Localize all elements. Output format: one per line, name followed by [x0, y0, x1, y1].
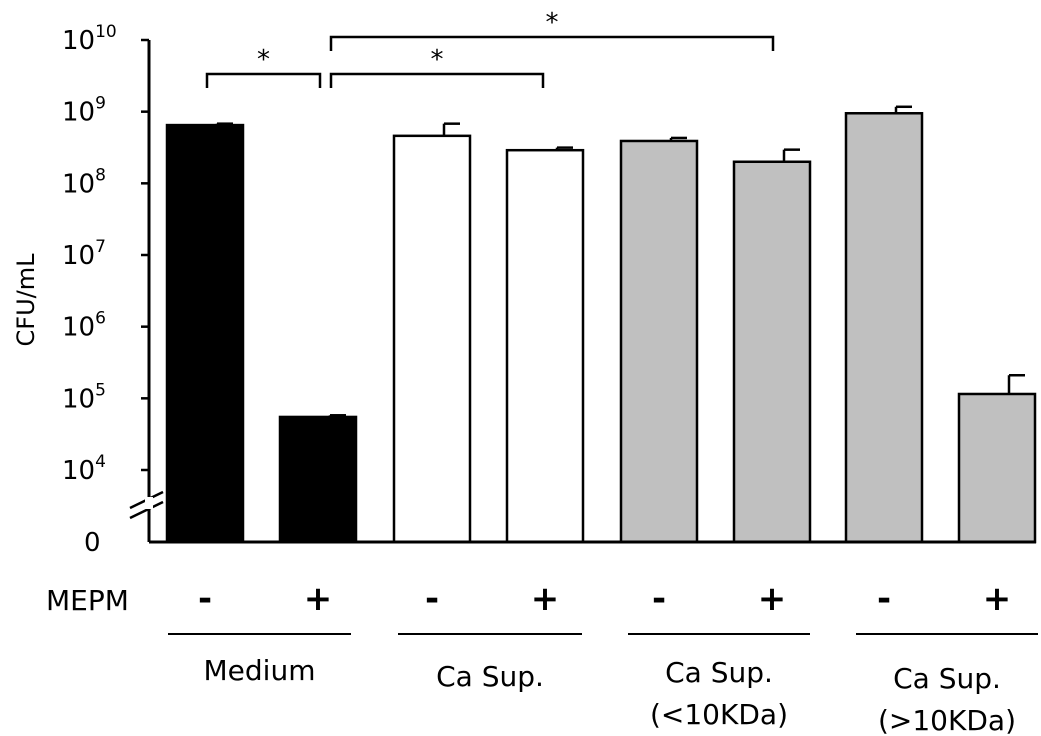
mepm-sign-5: -	[652, 579, 666, 619]
mepm-sign-7: -	[877, 579, 891, 619]
axes-layer	[129, 40, 1036, 544]
significance-bracket-1	[205, 72, 322, 88]
significance-label-1: *	[257, 45, 270, 75]
error-bars-layer	[215, 105, 1025, 417]
y-tick-label-7: 1010	[62, 22, 117, 56]
mepm-sign-6: +	[758, 579, 787, 619]
significance-bracket-3	[329, 35, 775, 51]
mepm-sign-8: +	[983, 579, 1012, 619]
group-label-3: Ca Sup.	[665, 656, 773, 689]
group-sublabel-4: (>10KDa)	[878, 704, 1016, 736]
y-tick-label-3: 106	[62, 309, 106, 343]
significance-label-2: *	[431, 45, 444, 75]
y-tick-label-2: 105	[62, 380, 106, 414]
bar-6	[732, 160, 812, 544]
mepm-sign-4: +	[531, 579, 560, 619]
y-tick-label-0: 0	[84, 528, 101, 558]
mepm-row-label: MEPM	[46, 584, 129, 617]
significance-label-3: *	[546, 8, 559, 38]
mepm-signs-layer: - + - + - + - +	[198, 579, 1011, 619]
axis-break-gap	[145, 497, 153, 509]
y-axis-label: CFU/mL	[12, 253, 40, 347]
significance-layer: * * *	[205, 8, 775, 88]
group-label-2: Ca Sup.	[436, 660, 544, 693]
axis-break-mark-2	[129, 500, 164, 520]
bar-8	[957, 392, 1037, 544]
bars-layer	[165, 112, 1037, 544]
group-labels-layer: Medium Ca Sup. Ca Sup. (<10KDa) Ca Sup. (>10K…	[168, 633, 1038, 736]
bar-5	[619, 139, 699, 544]
y-tick-label-1: 104	[62, 452, 106, 486]
group-label-1: Medium	[204, 654, 316, 687]
bar-2	[278, 415, 358, 544]
group-sublabel-3: (<10KDa)	[650, 698, 788, 731]
group-label-4: Ca Sup.	[893, 662, 1001, 695]
y-ticks-layer: 0 104 105 106 107 108 109 1010	[62, 22, 149, 558]
mepm-sign-2: +	[304, 579, 333, 619]
y-tick-label-6: 109	[62, 94, 106, 128]
mepm-sign-3: -	[425, 579, 439, 619]
bar-1	[165, 123, 245, 544]
bar-3	[392, 134, 472, 544]
bar-4	[505, 148, 585, 544]
y-tick-label-4: 107	[62, 237, 106, 271]
mepm-sign-1: -	[198, 579, 212, 619]
significance-bracket-2	[329, 72, 545, 88]
bar-7	[844, 112, 924, 544]
y-tick-label-5: 108	[62, 165, 106, 199]
